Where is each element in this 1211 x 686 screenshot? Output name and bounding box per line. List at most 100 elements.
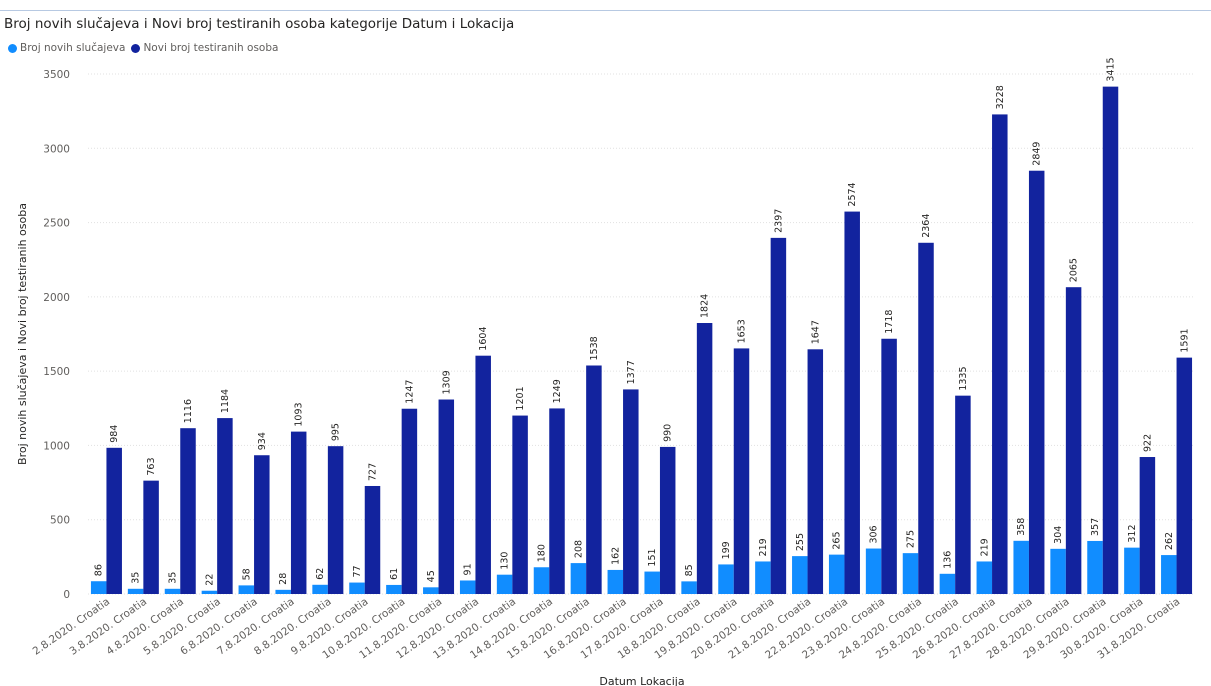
data-label-new-cases: 199 — [721, 541, 732, 559]
bar-new-cases[interactable] — [902, 553, 919, 594]
bar-tested-persons[interactable] — [770, 237, 787, 595]
bar-new-cases[interactable] — [349, 582, 365, 594]
bar-new-cases[interactable] — [1050, 548, 1066, 594]
bar-tested-persons[interactable] — [475, 355, 491, 594]
bar-new-cases[interactable] — [533, 567, 550, 594]
legend-item-cases[interactable]: Broj novih slučajeva — [8, 42, 125, 54]
bar-tested-persons[interactable] — [844, 211, 860, 594]
bar-tested-persons[interactable] — [438, 399, 455, 594]
y-tick-label: 3000 — [43, 143, 70, 155]
bar-tested-persons[interactable] — [180, 428, 196, 594]
bar-tested-persons[interactable] — [106, 447, 122, 594]
bar-new-cases[interactable] — [275, 589, 291, 594]
bar-new-cases[interactable] — [164, 588, 181, 594]
bar-tested-persons[interactable] — [733, 348, 750, 594]
data-label-tested-persons: 995 — [331, 423, 342, 441]
data-label-tested-persons: 2397 — [773, 209, 784, 233]
bar-tested-persons[interactable] — [696, 323, 713, 594]
bar-tested-persons[interactable] — [217, 418, 233, 594]
data-label-tested-persons: 922 — [1142, 434, 1153, 452]
data-label-tested-persons: 1718 — [884, 310, 895, 334]
bar-tested-persons[interactable] — [1139, 457, 1156, 594]
bar-tested-persons[interactable] — [1065, 287, 1082, 594]
bar-new-cases[interactable] — [423, 587, 439, 594]
bar-new-cases[interactable] — [570, 563, 587, 594]
data-label-new-cases: 28 — [278, 573, 289, 585]
data-label-new-cases: 275 — [906, 530, 917, 548]
bar-tested-persons[interactable] — [586, 365, 602, 594]
bar-tested-persons[interactable] — [549, 408, 565, 594]
data-label-tested-persons: 1116 — [183, 399, 194, 423]
bar-new-cases[interactable] — [1013, 540, 1029, 594]
bar-new-cases[interactable] — [127, 588, 144, 594]
bar-tested-persons[interactable] — [918, 242, 934, 594]
bar-tested-persons[interactable] — [1102, 86, 1119, 594]
bar-new-cases[interactable] — [755, 561, 771, 594]
bar-new-cases[interactable] — [386, 584, 402, 594]
bar-tested-persons[interactable] — [1028, 170, 1045, 594]
bar-new-cases[interactable] — [312, 584, 328, 594]
data-label-tested-persons: 990 — [663, 424, 674, 442]
bar-tested-persons[interactable] — [254, 455, 270, 594]
bar-new-cases[interactable] — [939, 573, 956, 594]
bar-new-cases[interactable] — [865, 548, 882, 594]
bar-new-cases[interactable] — [792, 556, 808, 594]
bar-new-cases[interactable] — [681, 581, 697, 594]
bar-new-cases[interactable] — [496, 574, 513, 594]
bar-new-cases[interactable] — [1161, 555, 1177, 594]
bars[interactable] — [90, 86, 1193, 595]
bar-tested-persons[interactable] — [290, 431, 307, 594]
header-divider — [0, 10, 1211, 11]
data-label-tested-persons: 763 — [146, 457, 157, 475]
data-label-new-cases: 208 — [573, 540, 584, 558]
bar-new-cases[interactable] — [828, 554, 845, 594]
bar-tested-persons[interactable] — [1176, 357, 1193, 594]
legend-item-tested[interactable]: Novi broj testiranih osoba — [131, 42, 278, 54]
data-label-new-cases: 219 — [979, 538, 990, 556]
data-label-new-cases: 77 — [352, 565, 363, 577]
data-label-new-cases: 35 — [168, 572, 179, 584]
data-label-new-cases: 219 — [758, 538, 769, 556]
data-label-tested-persons: 1653 — [737, 319, 748, 343]
bar-tested-persons[interactable] — [881, 338, 897, 594]
data-label-tested-persons: 1249 — [552, 379, 563, 403]
bar-tested-persons[interactable] — [512, 415, 528, 594]
data-label-tested-persons: 1538 — [589, 336, 600, 360]
data-label-tested-persons: 2574 — [847, 182, 858, 206]
bar-new-cases[interactable] — [644, 571, 660, 594]
bar-new-cases[interactable] — [607, 569, 624, 594]
data-label-new-cases: 22 — [204, 574, 215, 586]
bar-new-cases[interactable] — [1087, 540, 1103, 594]
data-label-new-cases: 91 — [463, 563, 474, 575]
y-tick-label: 2000 — [43, 292, 70, 304]
chart-title: Broj novih slučajeva i Novi broj testira… — [4, 16, 515, 32]
data-label-tested-persons: 3415 — [1106, 57, 1117, 81]
y-tick-label: 1000 — [43, 440, 70, 452]
bar-new-cases[interactable] — [90, 581, 107, 594]
data-label-new-cases: 358 — [1016, 518, 1027, 536]
y-tick-label: 1500 — [43, 366, 70, 378]
data-label-new-cases: 357 — [1090, 518, 1101, 536]
bar-tested-persons[interactable] — [143, 480, 159, 594]
bar-new-cases[interactable] — [718, 564, 734, 594]
bar-tested-persons[interactable] — [659, 446, 676, 594]
data-label-new-cases: 262 — [1164, 532, 1175, 550]
data-labels: 86 984 35 763 35 1116 22 1184 58 934 28 1093 62 995 77… — [94, 57, 1191, 585]
legend[interactable]: Broj novih slučajeva Novi broj testirani… — [8, 42, 284, 54]
bar-tested-persons[interactable] — [623, 389, 639, 594]
bar-tested-persons[interactable] — [364, 485, 381, 594]
bar-new-cases[interactable] — [459, 580, 476, 594]
bar-tested-persons[interactable] — [327, 446, 344, 594]
bar-new-cases[interactable] — [201, 590, 218, 594]
bar-new-cases[interactable] — [1124, 547, 1140, 594]
bar-tested-persons[interactable] — [955, 395, 971, 594]
bar-tested-persons[interactable] — [992, 114, 1008, 594]
bar-new-cases[interactable] — [238, 585, 255, 594]
bar-tested-persons[interactable] — [401, 408, 418, 594]
data-label-new-cases: 61 — [389, 568, 400, 580]
bar-tested-persons[interactable] — [807, 349, 824, 594]
data-label-new-cases: 255 — [795, 533, 806, 551]
bar-new-cases[interactable] — [976, 561, 993, 594]
data-label-new-cases: 45 — [426, 570, 437, 582]
